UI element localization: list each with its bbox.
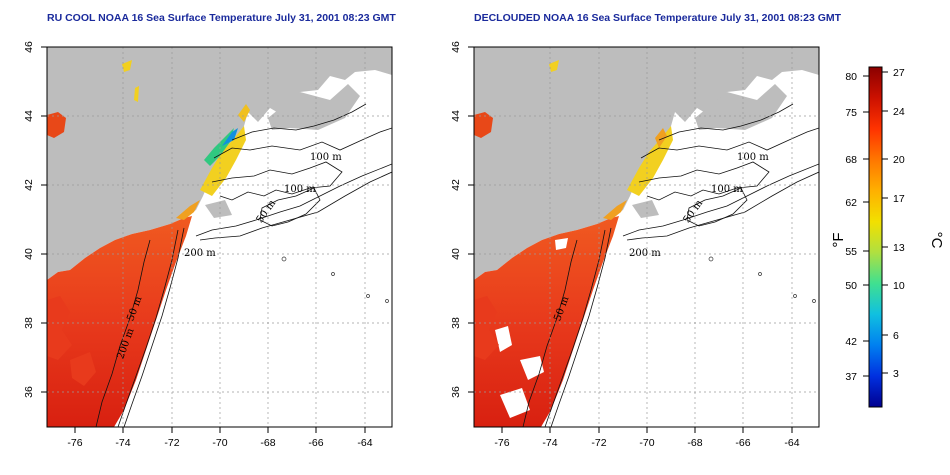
x-tick-label: -70 [212,437,227,449]
celsius-tick: 20 [893,154,905,166]
x-tick-label: -70 [639,437,654,449]
x-tick-label: -66 [735,437,750,449]
x-tick-label: -66 [308,437,323,449]
y-tick-label: 40 [23,248,35,260]
fahrenheit-tick: 42 [845,336,857,348]
x-tick-label: -74 [542,437,557,449]
contour-label: 100 m [284,184,316,195]
x-tick-label: -74 [115,437,130,449]
celsius-axis-label: °C [928,232,945,249]
fahrenheit-tick: 62 [845,197,857,209]
y-tick-label: 46 [23,41,35,53]
fahrenheit-axis-label: °F [830,232,847,247]
fahrenheit-tick: 55 [845,246,857,258]
left-map-title: RU COOL NOAA 16 Sea Surface Temperature … [47,12,396,24]
contour-label: 200 m [184,248,216,259]
x-tick-label: -68 [260,437,275,449]
y-tick-label: 36 [23,386,35,398]
y-tick-label: 46 [450,41,462,53]
contour-label: 200 m [629,248,661,259]
y-tick-label: 38 [23,317,35,329]
celsius-tick: 17 [893,193,905,205]
right-map-title: DECLOUDED NOAA 16 Sea Surface Temperatur… [474,12,842,24]
x-tick-label: -72 [591,437,606,449]
celsius-tick: 6 [893,330,899,342]
celsius-tick: 10 [893,280,905,292]
x-tick-label: -76 [494,437,509,449]
y-tick-label: 40 [450,248,462,260]
y-tick-label: 42 [450,179,462,191]
colorbar-gradient [868,66,883,408]
fahrenheit-tick: 75 [845,107,857,119]
celsius-tick: 24 [893,106,905,118]
fahrenheit-tick: 68 [845,154,857,166]
y-tick-label: 36 [450,386,462,398]
contour-label: 100 m [310,152,342,163]
contour-label: 100 m [711,184,743,195]
y-tick-label: 44 [450,110,462,122]
warm-water-region [474,216,619,427]
x-tick-label: -76 [67,437,82,449]
x-tick-label: -64 [784,437,799,449]
celsius-tick: 27 [893,67,905,79]
y-tick-label: 44 [23,110,35,122]
x-tick-label: -72 [164,437,179,449]
y-tick-label: 42 [23,179,35,191]
celsius-tick: 3 [893,368,899,380]
x-tick-label: -64 [357,437,372,449]
temperature-colorbar: 80 75 68 62 55 50 42 37 27 24 20 17 13 1… [830,66,945,408]
celsius-tick: 13 [893,242,905,254]
x-tick-label: -68 [687,437,702,449]
y-tick-label: 38 [450,317,462,329]
fahrenheit-tick: 37 [845,371,857,383]
contour-label: 100 m [737,152,769,163]
right-map-panel: 100 m 100 m 50 m 200 m 50 m -76 -74 -72 … [450,41,820,449]
fahrenheit-tick: 80 [845,71,857,83]
fahrenheit-tick: 50 [845,280,857,292]
left-map-panel: 100 m 100 m 50 m 200 m 50 m 200 m -76 -7… [23,41,393,449]
